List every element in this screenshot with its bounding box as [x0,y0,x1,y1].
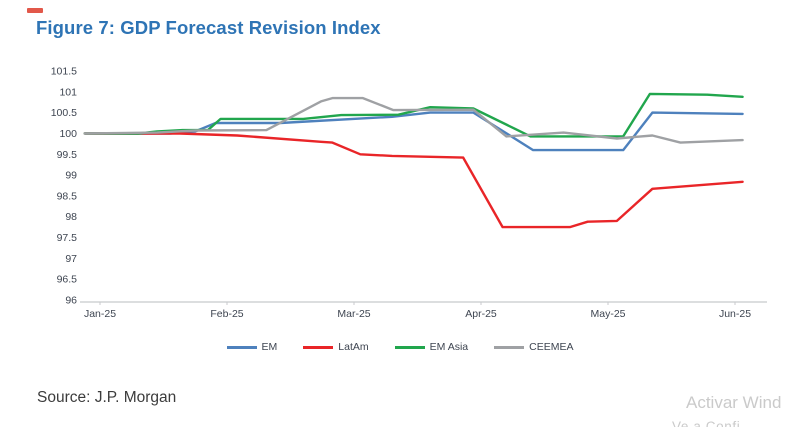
activate-windows-watermark: Activar Wind [686,393,782,412]
y-axis-tick-label: 98 [65,211,77,223]
y-axis-tick-label: 101.5 [51,66,77,78]
y-axis-tick-label: 97 [65,253,77,265]
y-axis-tick-label: 101 [59,86,77,98]
legend-item-latam: LatAm [303,341,369,353]
legend-label: EM [261,341,278,353]
y-axis-tick-label: 100.5 [51,107,77,119]
legend-label: LatAm [338,341,369,353]
y-axis-tick-label: 100 [59,128,77,140]
activate-windows-watermark-line2: Ve a Confi [672,419,741,427]
legend-line-swatch [303,345,334,349]
x-axis-tick-label: Mar-25 [337,308,370,320]
series-line-ceemea [83,96,744,144]
legend-label: CEEMEA [529,341,574,353]
x-axis-tick-label: Feb-25 [210,308,243,320]
legend-item-ceemea: CEEMEA [494,341,573,353]
figure-title: Figure 7: GDP Forecast Revision Index [36,17,381,38]
y-axis-tick-label: 99 [65,170,77,182]
series-line-latam [83,132,744,229]
y-axis-tick-label: 96 [65,295,77,307]
y-axis-tick-label: 99.5 [57,149,78,161]
legend-line-swatch [494,345,525,349]
x-axis-tick-label: Jun-25 [719,308,751,320]
y-axis-tick-label: 98.5 [57,190,78,202]
x-axis-tick-label: Jan-25 [84,308,116,320]
x-axis-tick-label: May-25 [590,308,625,320]
x-axis-tick-label: Apr-25 [465,308,497,320]
legend-line-swatch [394,345,425,349]
source-text: Source: J.P. Morgan [37,389,177,406]
legend-label: EM Asia [429,341,469,353]
red-annotation-dash [27,8,43,13]
y-axis-tick-label: 96.5 [57,274,78,286]
legend-line-swatch [226,345,257,349]
legend-item-em: EM [226,341,278,353]
legend-item-em-asia: EM Asia [394,341,469,353]
chart-legend: EM LatAm EM Asia CEEMEA [0,341,800,353]
y-axis-tick-label: 97.5 [57,232,78,244]
